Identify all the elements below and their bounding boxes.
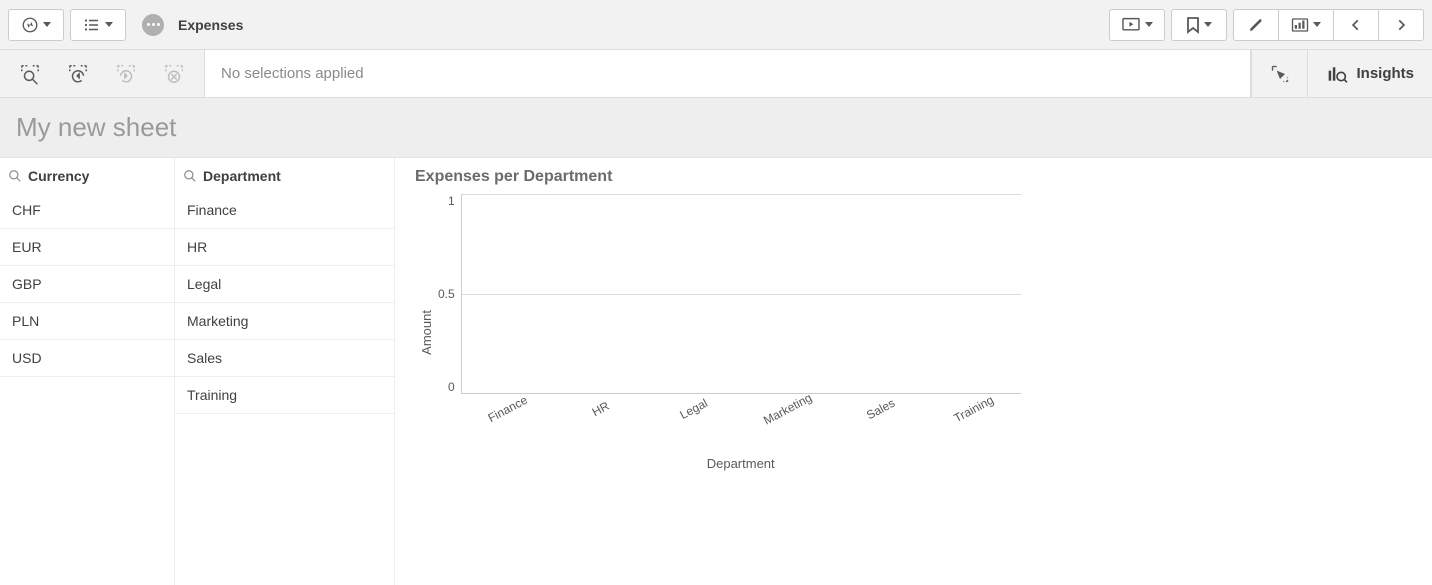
chevron-left-icon [1349,18,1363,32]
list-icon [83,16,101,34]
filter-label: Department [203,168,281,184]
filter-item[interactable]: Marketing [175,303,394,340]
nav-button-group [8,9,64,41]
filter-item[interactable]: GBP [0,266,174,303]
selections-bar: No selections applied Insights [0,50,1432,98]
sheet-title-bar: My new sheet [0,98,1432,158]
bookmark-button[interactable] [1171,9,1227,41]
filter-item[interactable]: Finance [175,192,394,229]
clear-selections-button[interactable] [150,50,198,98]
insights-label: Insights [1356,65,1414,82]
sheet-title: My new sheet [16,112,176,143]
selections-right: Insights [1251,50,1432,97]
edit-sheet-group [1233,9,1424,41]
filter-item[interactable]: Sales [175,340,394,377]
list-button-group [70,9,126,41]
bookmark-icon [1186,16,1200,34]
chart-body: Amount 1 0.5 0 Finance HR Legal Marketin… [415,194,1412,471]
filter-list-currency: CHF EUR GBP PLN USD [0,192,174,377]
sheet-content: Currency CHF EUR GBP PLN USD Department … [0,158,1432,585]
caret-down-icon [1145,22,1153,27]
filter-item[interactable]: CHF [0,192,174,229]
filter-item[interactable]: PLN [0,303,174,340]
next-sheet-button[interactable] [1378,9,1424,41]
y-axis-label: Amount [415,310,438,355]
edit-button[interactable] [1233,9,1279,41]
app-title: Expenses [178,17,243,33]
caret-down-icon [1313,22,1321,27]
search-icon [8,169,22,183]
x-axis-label: Department [707,456,775,471]
filter-item[interactable]: Legal [175,266,394,303]
compass-icon [21,16,39,34]
fullscreen-select-icon [1270,64,1290,84]
caret-down-icon [43,22,51,27]
filter-pane-currency: Currency CHF EUR GBP PLN USD [0,158,175,585]
step-forward-button[interactable] [102,50,150,98]
filter-label: Currency [28,168,89,184]
chevron-right-icon [1394,18,1408,32]
app-logo [142,14,164,36]
filter-item[interactable]: HR [175,229,394,266]
chart-title: Expenses per Department [415,168,1412,186]
insights-button[interactable]: Insights [1307,50,1432,97]
y-tick: 0 [448,380,455,394]
gridline [462,294,1021,295]
insights-icon [1326,64,1348,84]
step-back-button[interactable] [54,50,102,98]
plot-column: Finance HR Legal Marketing Sales Trainin… [461,194,1021,471]
filter-item[interactable]: EUR [0,229,174,266]
x-axis-ticks: Finance HR Legal Marketing Sales Trainin… [461,394,1021,416]
search-icon [183,169,197,183]
search-selections-button[interactable] [6,50,54,98]
filter-list-department: Finance HR Legal Marketing Sales Trainin… [175,192,394,414]
prev-sheet-button[interactable] [1333,9,1379,41]
y-axis-ticks: 1 0.5 0 [438,194,461,394]
filter-item[interactable]: Training [175,377,394,414]
filter-pane-department: Department Finance HR Legal Marketing Sa… [175,158,395,585]
sheet-list-button[interactable] [1278,9,1334,41]
selection-search-icon [19,63,41,85]
clear-selection-icon [163,63,185,85]
undo-selection-icon [67,63,89,85]
caret-down-icon [105,22,113,27]
filter-item[interactable]: USD [0,340,174,377]
chart-sheet-icon [1291,17,1309,33]
redo-selection-icon [115,63,137,85]
filter-header-department[interactable]: Department [175,158,394,192]
selections-status: No selections applied [204,50,1251,97]
presentation-icon [1121,17,1141,33]
play-button[interactable] [1109,9,1165,41]
chart-plot[interactable] [461,194,1021,394]
top-toolbar: Expenses [0,0,1432,50]
caret-down-icon [1204,22,1212,27]
selection-tools [0,50,204,98]
chart-area: Expenses per Department Amount 1 0.5 0 F… [395,158,1432,585]
pencil-icon [1248,17,1264,33]
dots-icon [147,23,160,26]
selection-tool-button[interactable] [1251,50,1307,97]
list-button[interactable] [70,9,126,41]
y-tick: 0.5 [438,287,455,301]
compass-button[interactable] [8,9,64,41]
y-tick: 1 [448,194,455,208]
filter-header-currency[interactable]: Currency [0,158,174,192]
gridline [462,194,1021,195]
